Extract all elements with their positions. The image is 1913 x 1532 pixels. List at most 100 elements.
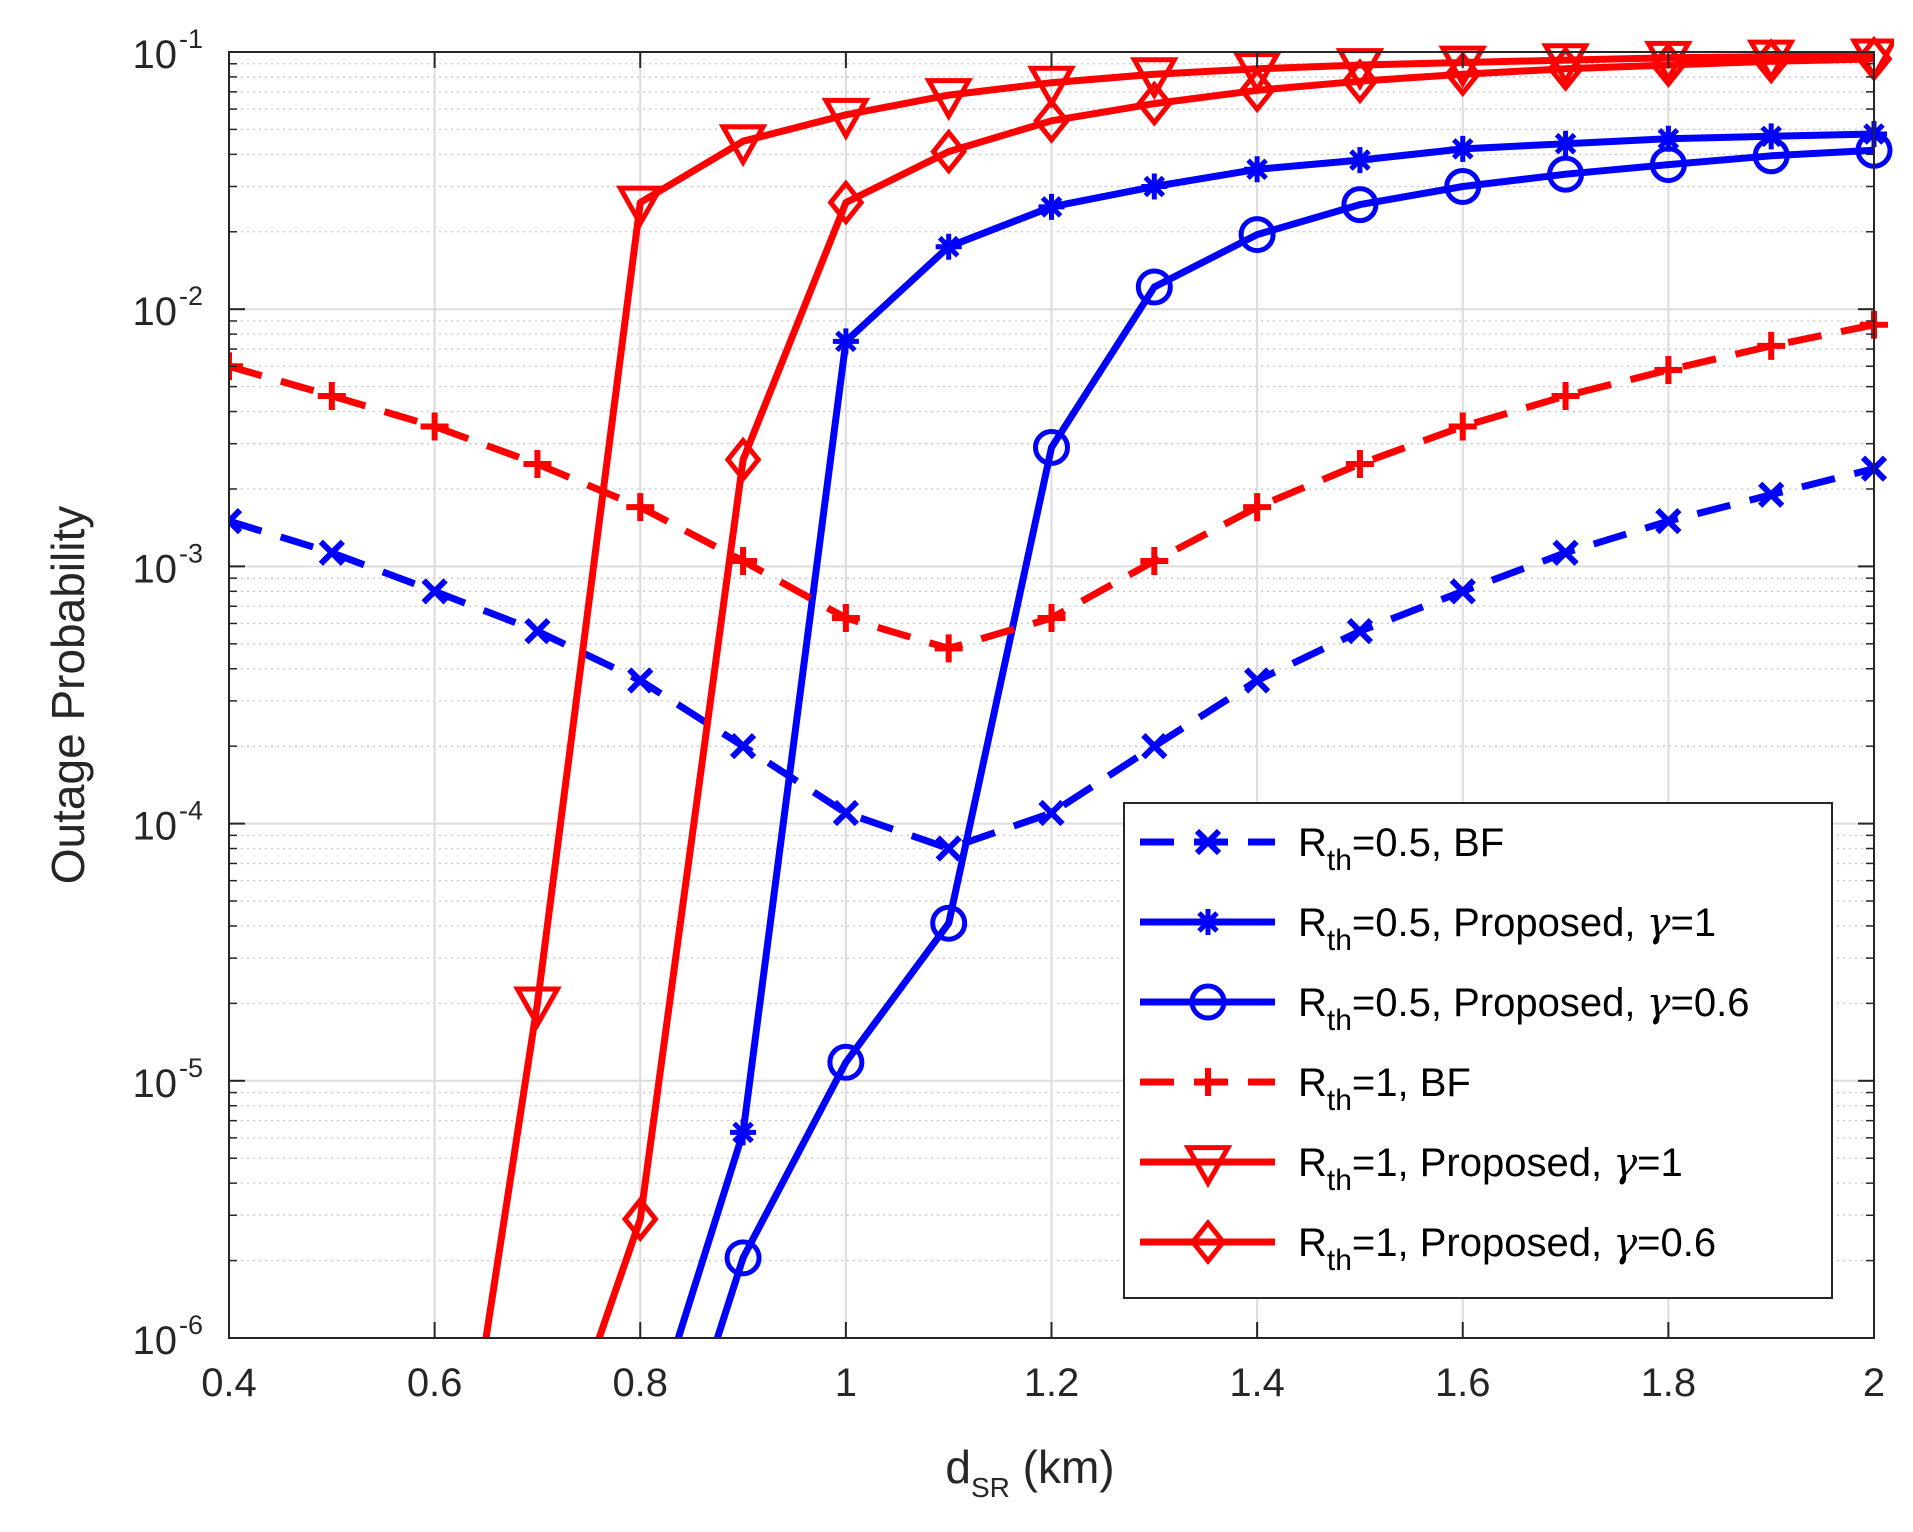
data-point-plus: [1654, 356, 1683, 385]
data-point-triangle-down: [1027, 65, 1076, 109]
data-point-diamond: [1341, 58, 1379, 105]
plot-series: [229, 35, 1894, 1338]
data-point-diamond: [827, 179, 865, 226]
legend-entry: Rth=0.5, BF: [1140, 821, 1504, 877]
data-point-circle: [827, 1043, 865, 1081]
data-point-circle: [1444, 167, 1482, 205]
y-tick-exponent: -3: [179, 538, 203, 568]
data-point-triangle-down: [1130, 57, 1179, 101]
data-point-diamond: [1649, 42, 1687, 89]
y-tick-label: 10: [133, 1319, 178, 1363]
legend-entry: Rth=0.5, Proposed, γ=1: [1140, 900, 1716, 957]
x-axis-label-unit: (km): [1010, 1441, 1115, 1493]
data-point-circle: [724, 1239, 762, 1277]
legend-label: Rth=1, Proposed, γ=1: [1298, 1140, 1683, 1197]
x-tick-label: 0.4: [201, 1361, 257, 1405]
legend-marker-plus: [1194, 1068, 1222, 1096]
x-axis-label: dSR (km): [945, 1441, 1114, 1503]
data-point-x: [524, 618, 551, 645]
data-point-circle: [1341, 186, 1379, 224]
data-point-diamond: [930, 128, 968, 175]
data-point-asterisk: [1346, 147, 1373, 174]
y-tick-label: 10: [133, 1062, 178, 1106]
series-line: [229, 465, 1875, 852]
series-4: [229, 310, 1888, 663]
data-point-circle: [1033, 428, 1070, 466]
data-point-circle: [930, 904, 968, 942]
data-point-plus: [1551, 381, 1580, 410]
series-line: [482, 51, 1875, 1338]
data-point-circle: [1238, 216, 1276, 254]
y-tick-exponent: -5: [179, 1053, 203, 1083]
axis-tick-labels: 0.4 0.6 0.8 1 1.2 1.4 1.6 1.8 210 -610 -510 -410 -31…: [133, 24, 1886, 1405]
y-tick-label: 10: [133, 805, 178, 849]
data-point-x: [832, 799, 859, 827]
y-tick-exponent: -1: [179, 24, 203, 54]
data-point-diamond: [1033, 97, 1070, 144]
y-tick-exponent: -4: [179, 796, 203, 826]
data-point-circle: [1752, 137, 1790, 175]
data-point-diamond: [724, 436, 762, 483]
legend-label: Rth=1, Proposed, γ=0.6: [1298, 1220, 1716, 1277]
data-point-plus: [317, 381, 346, 410]
data-point-plus: [523, 450, 552, 479]
data-point-circle: [1649, 146, 1687, 184]
data-point-diamond: [1752, 38, 1790, 85]
y-tick-exponent: -6: [179, 1310, 203, 1340]
data-point-x: [1141, 733, 1168, 760]
legend-entry: Rth=1, Proposed, γ=0.6: [1140, 1218, 1716, 1277]
legend-box: [1123, 802, 1833, 1299]
data-point-plus: [729, 546, 758, 575]
data-point-x: [729, 733, 757, 760]
legend-entry: Rth=1, BF: [1140, 1061, 1471, 1117]
series-3: [714, 131, 1893, 1338]
data-point-triangle-down: [513, 986, 562, 1030]
data-point-triangle-down: [615, 185, 665, 229]
data-point-x: [627, 667, 654, 694]
series-2: [674, 120, 1887, 1338]
data-point-plus: [934, 634, 963, 663]
data-point-diamond: [1238, 67, 1276, 114]
data-point-x: [229, 507, 243, 535]
data-point-circle: [1135, 268, 1173, 306]
legend-entry: Rth=0.5, Proposed, γ=0.6: [1140, 980, 1749, 1037]
data-point-x: [1346, 618, 1374, 645]
legend-marker-triangle-down: [1183, 1145, 1233, 1189]
x-tick-label: 1.2: [1024, 1361, 1080, 1405]
data-point-asterisk: [1141, 173, 1168, 200]
data-point-asterisk: [1038, 193, 1065, 220]
legend-marker-asterisk: [1195, 909, 1221, 935]
x-tick-label: 1.6: [1435, 1361, 1491, 1405]
legend-entry: Rth=1, Proposed, γ=1: [1140, 1140, 1683, 1197]
data-point-asterisk: [935, 233, 962, 260]
data-point-x: [935, 835, 962, 862]
legend-label: Rth=0.5, Proposed, γ=1: [1298, 900, 1716, 957]
data-point-asterisk: [1244, 156, 1271, 183]
data-point-x: [1758, 481, 1785, 508]
data-point-x: [1655, 507, 1682, 535]
legend: Rth=0.5, BF Rth=0.5, Proposed, γ=1 Rth=0.5…: [1123, 802, 1833, 1299]
data-point-x: [1244, 667, 1271, 694]
x-axis-label-sub: SR: [971, 1472, 1010, 1503]
data-point-circle: [1547, 155, 1585, 193]
x-tick-label: 1.4: [1229, 1361, 1285, 1405]
x-tick-label: 1.8: [1641, 1361, 1697, 1405]
y-tick-exponent: -2: [179, 281, 203, 311]
data-point-diamond: [621, 1196, 659, 1243]
data-point-plus: [1448, 412, 1477, 441]
data-point-asterisk: [730, 1119, 757, 1146]
data-point-x: [318, 539, 345, 566]
data-point-asterisk: [1655, 125, 1682, 152]
y-tick-label: 10: [133, 547, 178, 591]
data-point-plus: [1037, 604, 1066, 633]
data-point-plus: [1140, 546, 1169, 575]
data-point-diamond: [1444, 51, 1482, 98]
x-tick-label: 1: [835, 1361, 857, 1405]
legend-label: Rth=1, BF: [1298, 1061, 1471, 1117]
legend-marker-diamond: [1189, 1218, 1227, 1266]
series-line: [714, 146, 1875, 1338]
legend-items: Rth=0.5, BF Rth=0.5, Proposed, γ=1 Rth=0.5…: [1140, 821, 1749, 1277]
data-point-triangle-down: [718, 124, 768, 168]
data-point-asterisk: [1758, 123, 1785, 150]
data-point-x: [1038, 799, 1065, 827]
